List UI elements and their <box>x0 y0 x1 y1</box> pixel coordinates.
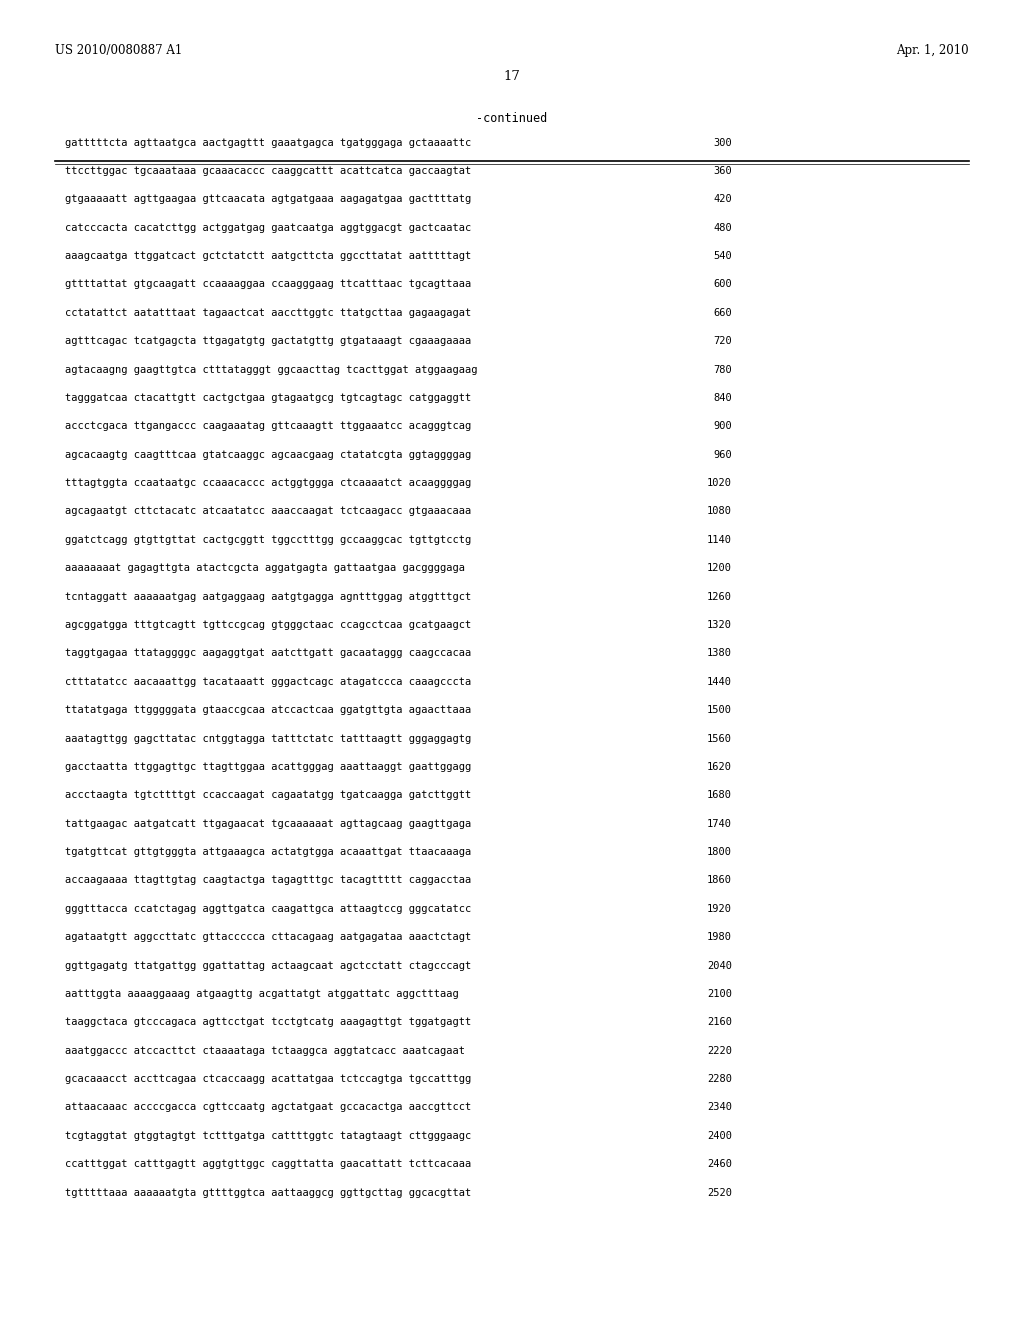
Text: agtacaagng gaagttgtca ctttatagggt ggcaacttag tcacttggat atggaagaag: agtacaagng gaagttgtca ctttatagggt ggcaac… <box>65 364 477 375</box>
Text: ttatatgaga ttgggggata gtaaccgcaa atccactcaa ggatgttgta agaacttaaa: ttatatgaga ttgggggata gtaaccgcaa atccact… <box>65 705 471 715</box>
Text: tcntaggatt aaaaaatgag aatgaggaag aatgtgagga agntttggag atggtttgct: tcntaggatt aaaaaatgag aatgaggaag aatgtga… <box>65 591 471 602</box>
Text: 1680: 1680 <box>708 791 732 800</box>
Text: 2160: 2160 <box>708 1018 732 1027</box>
Text: tagggatcaa ctacattgtt cactgctgaa gtagaatgcg tgtcagtagc catggaggtt: tagggatcaa ctacattgtt cactgctgaa gtagaat… <box>65 393 471 403</box>
Text: 2460: 2460 <box>708 1159 732 1170</box>
Text: 600: 600 <box>714 280 732 289</box>
Text: 1200: 1200 <box>708 564 732 573</box>
Text: 1980: 1980 <box>708 932 732 942</box>
Text: accaagaaaa ttagttgtag caagtactga tagagtttgc tacagttttt caggacctaa: accaagaaaa ttagttgtag caagtactga tagagtt… <box>65 875 471 886</box>
Text: 1920: 1920 <box>708 904 732 913</box>
Text: 2280: 2280 <box>708 1074 732 1084</box>
Text: accctaagta tgtcttttgt ccaccaagat cagaatatgg tgatcaagga gatcttggtt: accctaagta tgtcttttgt ccaccaagat cagaata… <box>65 791 471 800</box>
Text: 1560: 1560 <box>708 734 732 743</box>
Text: 1440: 1440 <box>708 677 732 686</box>
Text: 660: 660 <box>714 308 732 318</box>
Text: 1260: 1260 <box>708 591 732 602</box>
Text: cctatattct aatatttaat tagaactcat aaccttggtc ttatgcttaa gagaagagat: cctatattct aatatttaat tagaactcat aaccttg… <box>65 308 471 318</box>
Text: -continued: -continued <box>476 112 548 125</box>
Text: 2520: 2520 <box>708 1188 732 1197</box>
Text: 420: 420 <box>714 194 732 205</box>
Text: 2340: 2340 <box>708 1102 732 1113</box>
Text: tattgaagac aatgatcatt ttgagaacat tgcaaaaaat agttagcaag gaagttgaga: tattgaagac aatgatcatt ttgagaacat tgcaaaa… <box>65 818 471 829</box>
Text: 480: 480 <box>714 223 732 232</box>
Text: 1020: 1020 <box>708 478 732 488</box>
Text: ccatttggat catttgagtt aggtgttggc caggttatta gaacattatt tcttcacaaa: ccatttggat catttgagtt aggtgttggc caggtta… <box>65 1159 471 1170</box>
Text: agcacaagtg caagtttcaa gtatcaaggc agcaacgaag ctatatcgta ggtaggggag: agcacaagtg caagtttcaa gtatcaaggc agcaacg… <box>65 450 471 459</box>
Text: US 2010/0080887 A1: US 2010/0080887 A1 <box>55 44 182 57</box>
Text: tcgtaggtat gtggtagtgt tctttgatga cattttggtc tatagtaagt cttgggaagc: tcgtaggtat gtggtagtgt tctttgatga cattttg… <box>65 1131 471 1140</box>
Text: catcccacta cacatcttgg actggatgag gaatcaatga aggtggacgt gactcaatac: catcccacta cacatcttgg actggatgag gaatcaa… <box>65 223 471 232</box>
Text: 1080: 1080 <box>708 507 732 516</box>
Text: agataatgtt aggccttatc gttaccccca cttacagaag aatgagataa aaactctagt: agataatgtt aggccttatc gttaccccca cttacag… <box>65 932 471 942</box>
Text: 1620: 1620 <box>708 762 732 772</box>
Text: 900: 900 <box>714 421 732 432</box>
Text: agtttcagac tcatgagcta ttgagatgtg gactatgttg gtgataaagt cgaaagaaaa: agtttcagac tcatgagcta ttgagatgtg gactatg… <box>65 337 471 346</box>
Text: 780: 780 <box>714 364 732 375</box>
Text: tgtttttaaa aaaaaatgta gttttggtca aattaaggcg ggttgcttag ggcacgttat: tgtttttaaa aaaaaatgta gttttggtca aattaag… <box>65 1188 471 1197</box>
Text: gggtttacca ccatctagag aggttgatca caagattgca attaagtccg gggcatatcc: gggtttacca ccatctagag aggttgatca caagatt… <box>65 904 471 913</box>
Text: gcacaaacct accttcagaa ctcaccaagg acattatgaa tctccagtga tgccatttgg: gcacaaacct accttcagaa ctcaccaagg acattat… <box>65 1074 471 1084</box>
Text: 2100: 2100 <box>708 989 732 999</box>
Text: taggtgagaa ttataggggc aagaggtgat aatcttgatt gacaataggg caagccacaa: taggtgagaa ttataggggc aagaggtgat aatcttg… <box>65 648 471 659</box>
Text: 720: 720 <box>714 337 732 346</box>
Text: 1740: 1740 <box>708 818 732 829</box>
Text: accctcgaca ttgangaccc caagaaatag gttcaaagtt ttggaaatcc acagggtcag: accctcgaca ttgangaccc caagaaatag gttcaaa… <box>65 421 471 432</box>
Text: 540: 540 <box>714 251 732 261</box>
Text: 1800: 1800 <box>708 847 732 857</box>
Text: 360: 360 <box>714 166 732 176</box>
Text: Apr. 1, 2010: Apr. 1, 2010 <box>896 44 969 57</box>
Text: 17: 17 <box>504 70 520 83</box>
Text: aaagcaatga ttggatcact gctctatctt aatgcttcta ggccttatat aatttttagt: aaagcaatga ttggatcact gctctatctt aatgctt… <box>65 251 471 261</box>
Text: aatttggta aaaaggaaag atgaagttg acgattatgt atggattatc aggctttaag: aatttggta aaaaggaaag atgaagttg acgattatg… <box>65 989 459 999</box>
Text: 840: 840 <box>714 393 732 403</box>
Text: aaatggaccc atccacttct ctaaaataga tctaaggca aggtatcacc aaatcagaat: aaatggaccc atccacttct ctaaaataga tctaagg… <box>65 1045 465 1056</box>
Text: gtgaaaaatt agttgaagaa gttcaacata agtgatgaaa aagagatgaa gacttttatg: gtgaaaaatt agttgaagaa gttcaacata agtgatg… <box>65 194 471 205</box>
Text: 1140: 1140 <box>708 535 732 545</box>
Text: 2400: 2400 <box>708 1131 732 1140</box>
Text: agcggatgga tttgtcagtt tgttccgcag gtgggctaac ccagcctcaa gcatgaagct: agcggatgga tttgtcagtt tgttccgcag gtgggct… <box>65 620 471 630</box>
Text: aaatagttgg gagcttatac cntggtagga tatttctatc tatttaagtt gggaggagtg: aaatagttgg gagcttatac cntggtagga tatttct… <box>65 734 471 743</box>
Text: 1860: 1860 <box>708 875 732 886</box>
Text: tttagtggta ccaataatgc ccaaacaccc actggtggga ctcaaaatct acaaggggag: tttagtggta ccaataatgc ccaaacaccc actggtg… <box>65 478 471 488</box>
Text: 1320: 1320 <box>708 620 732 630</box>
Text: ggttgagatg ttatgattgg ggattattag actaagcaat agctcctatt ctagcccagt: ggttgagatg ttatgattgg ggattattag actaagc… <box>65 961 471 970</box>
Text: gttttattat gtgcaagatt ccaaaaggaa ccaagggaag ttcatttaac tgcagttaaa: gttttattat gtgcaagatt ccaaaaggaa ccaaggg… <box>65 280 471 289</box>
Text: gatttttcta agttaatgca aactgagttt gaaatgagca tgatgggaga gctaaaattc: gatttttcta agttaatgca aactgagttt gaaatga… <box>65 137 471 148</box>
Text: ctttatatcc aacaaattgg tacataaatt gggactcagc atagatccca caaagcccta: ctttatatcc aacaaattgg tacataaatt gggactc… <box>65 677 471 686</box>
Text: gacctaatta ttggagttgc ttagttggaa acattgggag aaattaaggt gaattggagg: gacctaatta ttggagttgc ttagttggaa acattgg… <box>65 762 471 772</box>
Text: 1500: 1500 <box>708 705 732 715</box>
Text: 1380: 1380 <box>708 648 732 659</box>
Text: ggatctcagg gtgttgttat cactgcggtt tggcctttgg gccaaggcac tgttgtcctg: ggatctcagg gtgttgttat cactgcggtt tggcctt… <box>65 535 471 545</box>
Text: 2220: 2220 <box>708 1045 732 1056</box>
Text: 960: 960 <box>714 450 732 459</box>
Text: agcagaatgt cttctacatc atcaatatcc aaaccaagat tctcaagacc gtgaaacaaa: agcagaatgt cttctacatc atcaatatcc aaaccaa… <box>65 507 471 516</box>
Text: ttccttggac tgcaaataaa gcaaacaccc caaggcattt acattcatca gaccaagtat: ttccttggac tgcaaataaa gcaaacaccc caaggca… <box>65 166 471 176</box>
Text: 2040: 2040 <box>708 961 732 970</box>
Text: aaaaaaaat gagagttgta atactcgcta aggatgagta gattaatgaa gacggggaga: aaaaaaaat gagagttgta atactcgcta aggatgag… <box>65 564 465 573</box>
Text: taaggctaca gtcccagaca agttcctgat tcctgtcatg aaagagttgt tggatgagtt: taaggctaca gtcccagaca agttcctgat tcctgtc… <box>65 1018 471 1027</box>
Text: tgatgttcat gttgtgggta attgaaagca actatgtgga acaaattgat ttaacaaaga: tgatgttcat gttgtgggta attgaaagca actatgt… <box>65 847 471 857</box>
Text: attaacaaac accccgacca cgttccaatg agctatgaat gccacactga aaccgttcct: attaacaaac accccgacca cgttccaatg agctatg… <box>65 1102 471 1113</box>
Text: 300: 300 <box>714 137 732 148</box>
